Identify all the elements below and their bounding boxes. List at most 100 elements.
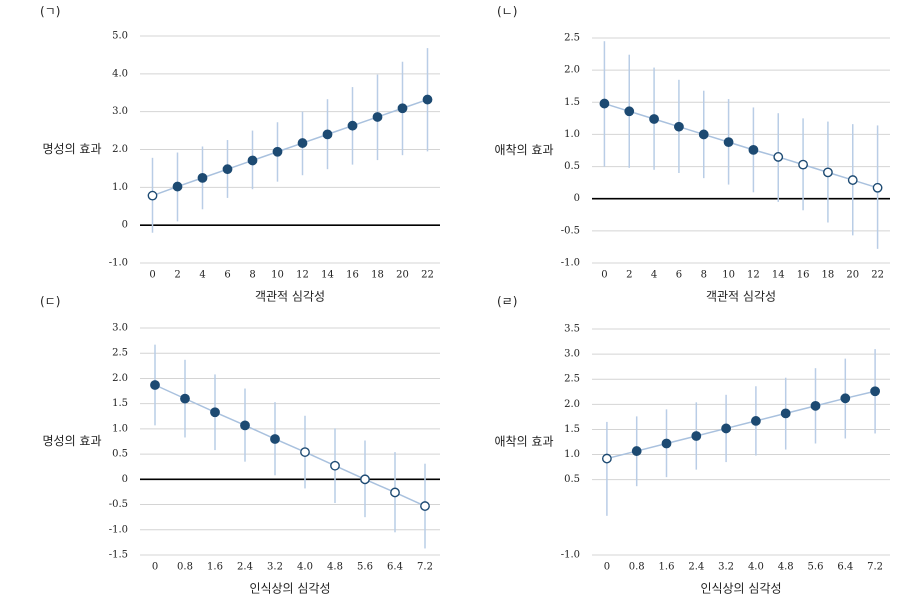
point: [180, 393, 190, 404]
point: [649, 114, 659, 124]
point: [674, 121, 684, 132]
x-axis-label: 객관적 심각성: [706, 290, 776, 304]
point: [870, 386, 880, 397]
y-tick-label: 2.0: [564, 399, 580, 410]
x-tick-label: 20: [396, 270, 409, 281]
x-tick-label: 14: [321, 270, 334, 281]
point: [247, 155, 258, 166]
x-tick-label: 6: [224, 270, 230, 281]
x-tick-label: 7.2: [867, 562, 883, 573]
x-tick-label: 10: [271, 270, 284, 281]
panel-label: (ㄷ): [40, 295, 60, 309]
point: [270, 434, 280, 444]
point: [798, 159, 808, 170]
x-tick-label: 10: [722, 270, 735, 281]
point: [222, 164, 233, 175]
y-tick-label: 1.0: [112, 182, 128, 193]
x-tick-label: 2: [174, 270, 180, 281]
point: [599, 98, 610, 109]
point: [691, 431, 702, 441]
x-tick-label: 4.0: [748, 562, 764, 573]
effect-line: [606, 390, 876, 460]
y-tick-label: 1.5: [112, 398, 128, 409]
y-tick-label: 1.0: [112, 423, 128, 434]
x-tick-label: 16: [797, 270, 810, 281]
x-tick-label: 0: [604, 562, 610, 573]
point: [197, 172, 208, 183]
x-tick-label: 4: [651, 270, 657, 281]
x-tick-label: 18: [822, 270, 835, 281]
point: [624, 106, 635, 117]
y-tick-label: 2.0: [564, 65, 580, 76]
y-tick-label: -1.0: [561, 258, 580, 269]
x-tick-label: 0: [601, 270, 607, 281]
x-tick-label: 20: [846, 270, 859, 281]
x-tick-label: 0.8: [629, 562, 645, 573]
point: [698, 129, 709, 140]
y-tick-label: 2.5: [112, 348, 128, 359]
point: [840, 393, 851, 404]
x-tick-label: 8: [701, 270, 707, 281]
point: [360, 474, 370, 485]
y-tick-label: -0.5: [109, 499, 128, 510]
point: [773, 152, 784, 162]
x-tick-label: 2.4: [688, 562, 704, 573]
panel-label: (ㄴ): [497, 5, 517, 19]
x-tick-label: 4: [199, 270, 205, 281]
point: [147, 190, 158, 201]
x-tick-label: 2: [626, 270, 632, 281]
x-tick-label: 0: [149, 270, 155, 281]
point: [420, 501, 430, 511]
y-tick-label: -1.0: [109, 258, 128, 269]
x-tick-label: 0.8: [177, 562, 193, 573]
x-tick-label: 5.6: [357, 562, 373, 573]
point: [322, 129, 333, 140]
x-tick-label: 22: [871, 270, 884, 281]
point: [347, 120, 358, 131]
x-tick-label: 4.0: [297, 562, 313, 573]
y-tick-label: 1.0: [564, 129, 580, 140]
x-tick-label: 12: [296, 270, 309, 281]
point: [297, 138, 308, 148]
x-tick-label: 6: [676, 270, 682, 281]
y-tick-label: 0.5: [112, 449, 128, 460]
y-axis-label: 명성의 효과: [42, 434, 101, 448]
y-tick-label: 2.5: [564, 374, 580, 385]
point: [661, 438, 672, 449]
x-tick-label: 18: [371, 270, 384, 281]
x-tick-label: 14: [772, 270, 785, 281]
x-tick-label: 1.6: [659, 562, 675, 573]
point: [631, 446, 642, 456]
effect-line: [154, 384, 426, 507]
y-tick-label: 0.5: [564, 161, 580, 172]
x-tick-label: 4.8: [327, 562, 343, 573]
x-tick-label: 5.6: [808, 562, 824, 573]
x-tick-label: 2.4: [237, 562, 253, 573]
point: [150, 380, 160, 390]
y-tick-label: 5.0: [112, 31, 128, 42]
panel-label: (ㄹ): [497, 295, 517, 309]
point: [810, 400, 821, 411]
point: [372, 112, 383, 122]
y-tick-label: -0.5: [561, 225, 580, 236]
y-tick-label: -1.0: [561, 550, 580, 561]
y-axis-label: 명성의 효과: [42, 142, 101, 156]
point: [300, 447, 310, 457]
y-tick-label: 2.0: [112, 373, 128, 384]
y-tick-label: 2.5: [564, 33, 580, 44]
x-tick-label: 3.2: [718, 562, 734, 573]
x-tick-label: 7.2: [417, 562, 433, 573]
y-tick-label: -1.5: [109, 550, 128, 561]
effect-line: [604, 102, 878, 189]
effect-line: [152, 98, 428, 197]
x-axis-label: 객관적 심각성: [255, 290, 325, 304]
y-tick-label: 3.5: [564, 324, 580, 335]
panel-label: (ㄱ): [40, 5, 60, 19]
y-tick-label: 2.0: [112, 144, 128, 155]
x-tick-label: 6.4: [837, 562, 853, 573]
point: [272, 146, 283, 157]
point: [390, 487, 400, 498]
point: [823, 167, 833, 178]
y-tick-label: 1.5: [564, 97, 580, 108]
